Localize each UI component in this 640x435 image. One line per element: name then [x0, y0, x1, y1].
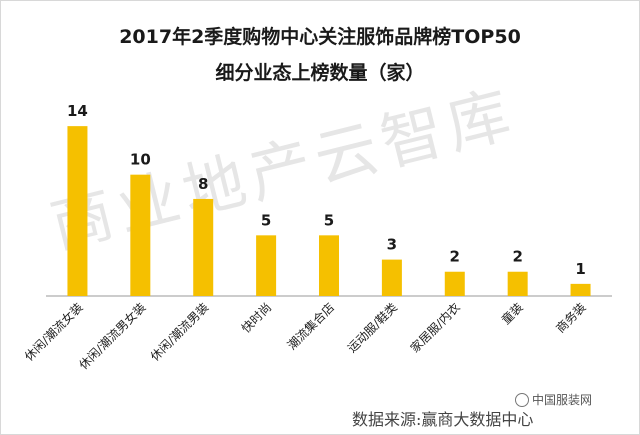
data-source: 数据来源:赢商大数据中心: [352, 406, 533, 430]
bar: [444, 271, 465, 296]
wechat-icon: [515, 392, 529, 407]
bar: [130, 174, 151, 296]
bar: [67, 126, 88, 296]
category-label: 快时尚: [239, 300, 274, 335]
category-label: 家居服/内衣: [407, 300, 463, 356]
data-label: 1: [575, 260, 585, 278]
data-label: 2: [450, 248, 460, 266]
category-label: 潮流集合店: [284, 300, 337, 353]
data-label: 8: [198, 175, 208, 193]
bar: [319, 235, 339, 296]
data-label: 3: [387, 236, 397, 254]
credit: 中国服装网: [515, 391, 592, 408]
credit-text: 中国服装网: [532, 393, 593, 407]
category-label: 童装: [498, 300, 526, 328]
chart-title: 2017年2季度购物中心关注服饰品牌榜TOP50: [119, 26, 521, 48]
data-label: 10: [130, 151, 151, 169]
category-label: 休闲/潮流男装: [147, 300, 211, 364]
data-label: 2: [512, 248, 522, 266]
category-label: 运动服/鞋类: [344, 300, 400, 356]
bar: [193, 198, 214, 296]
bar: [507, 271, 528, 296]
bar: [570, 283, 591, 296]
data-label: 14: [67, 102, 88, 120]
chart-subtitle: 细分业态上榜数量（家）: [215, 62, 425, 84]
data-label: 5: [261, 211, 271, 229]
source-label: 数据来源:: [352, 410, 422, 429]
category-label: 休闲/潮流女装: [21, 300, 85, 364]
data-label: 5: [324, 211, 334, 229]
category-label: 休闲/潮流男女装: [76, 300, 149, 373]
category-label: 商务装: [553, 300, 589, 336]
bar: [381, 259, 402, 296]
bar: [256, 235, 277, 296]
source-name: 赢商大数据中心: [421, 410, 534, 429]
